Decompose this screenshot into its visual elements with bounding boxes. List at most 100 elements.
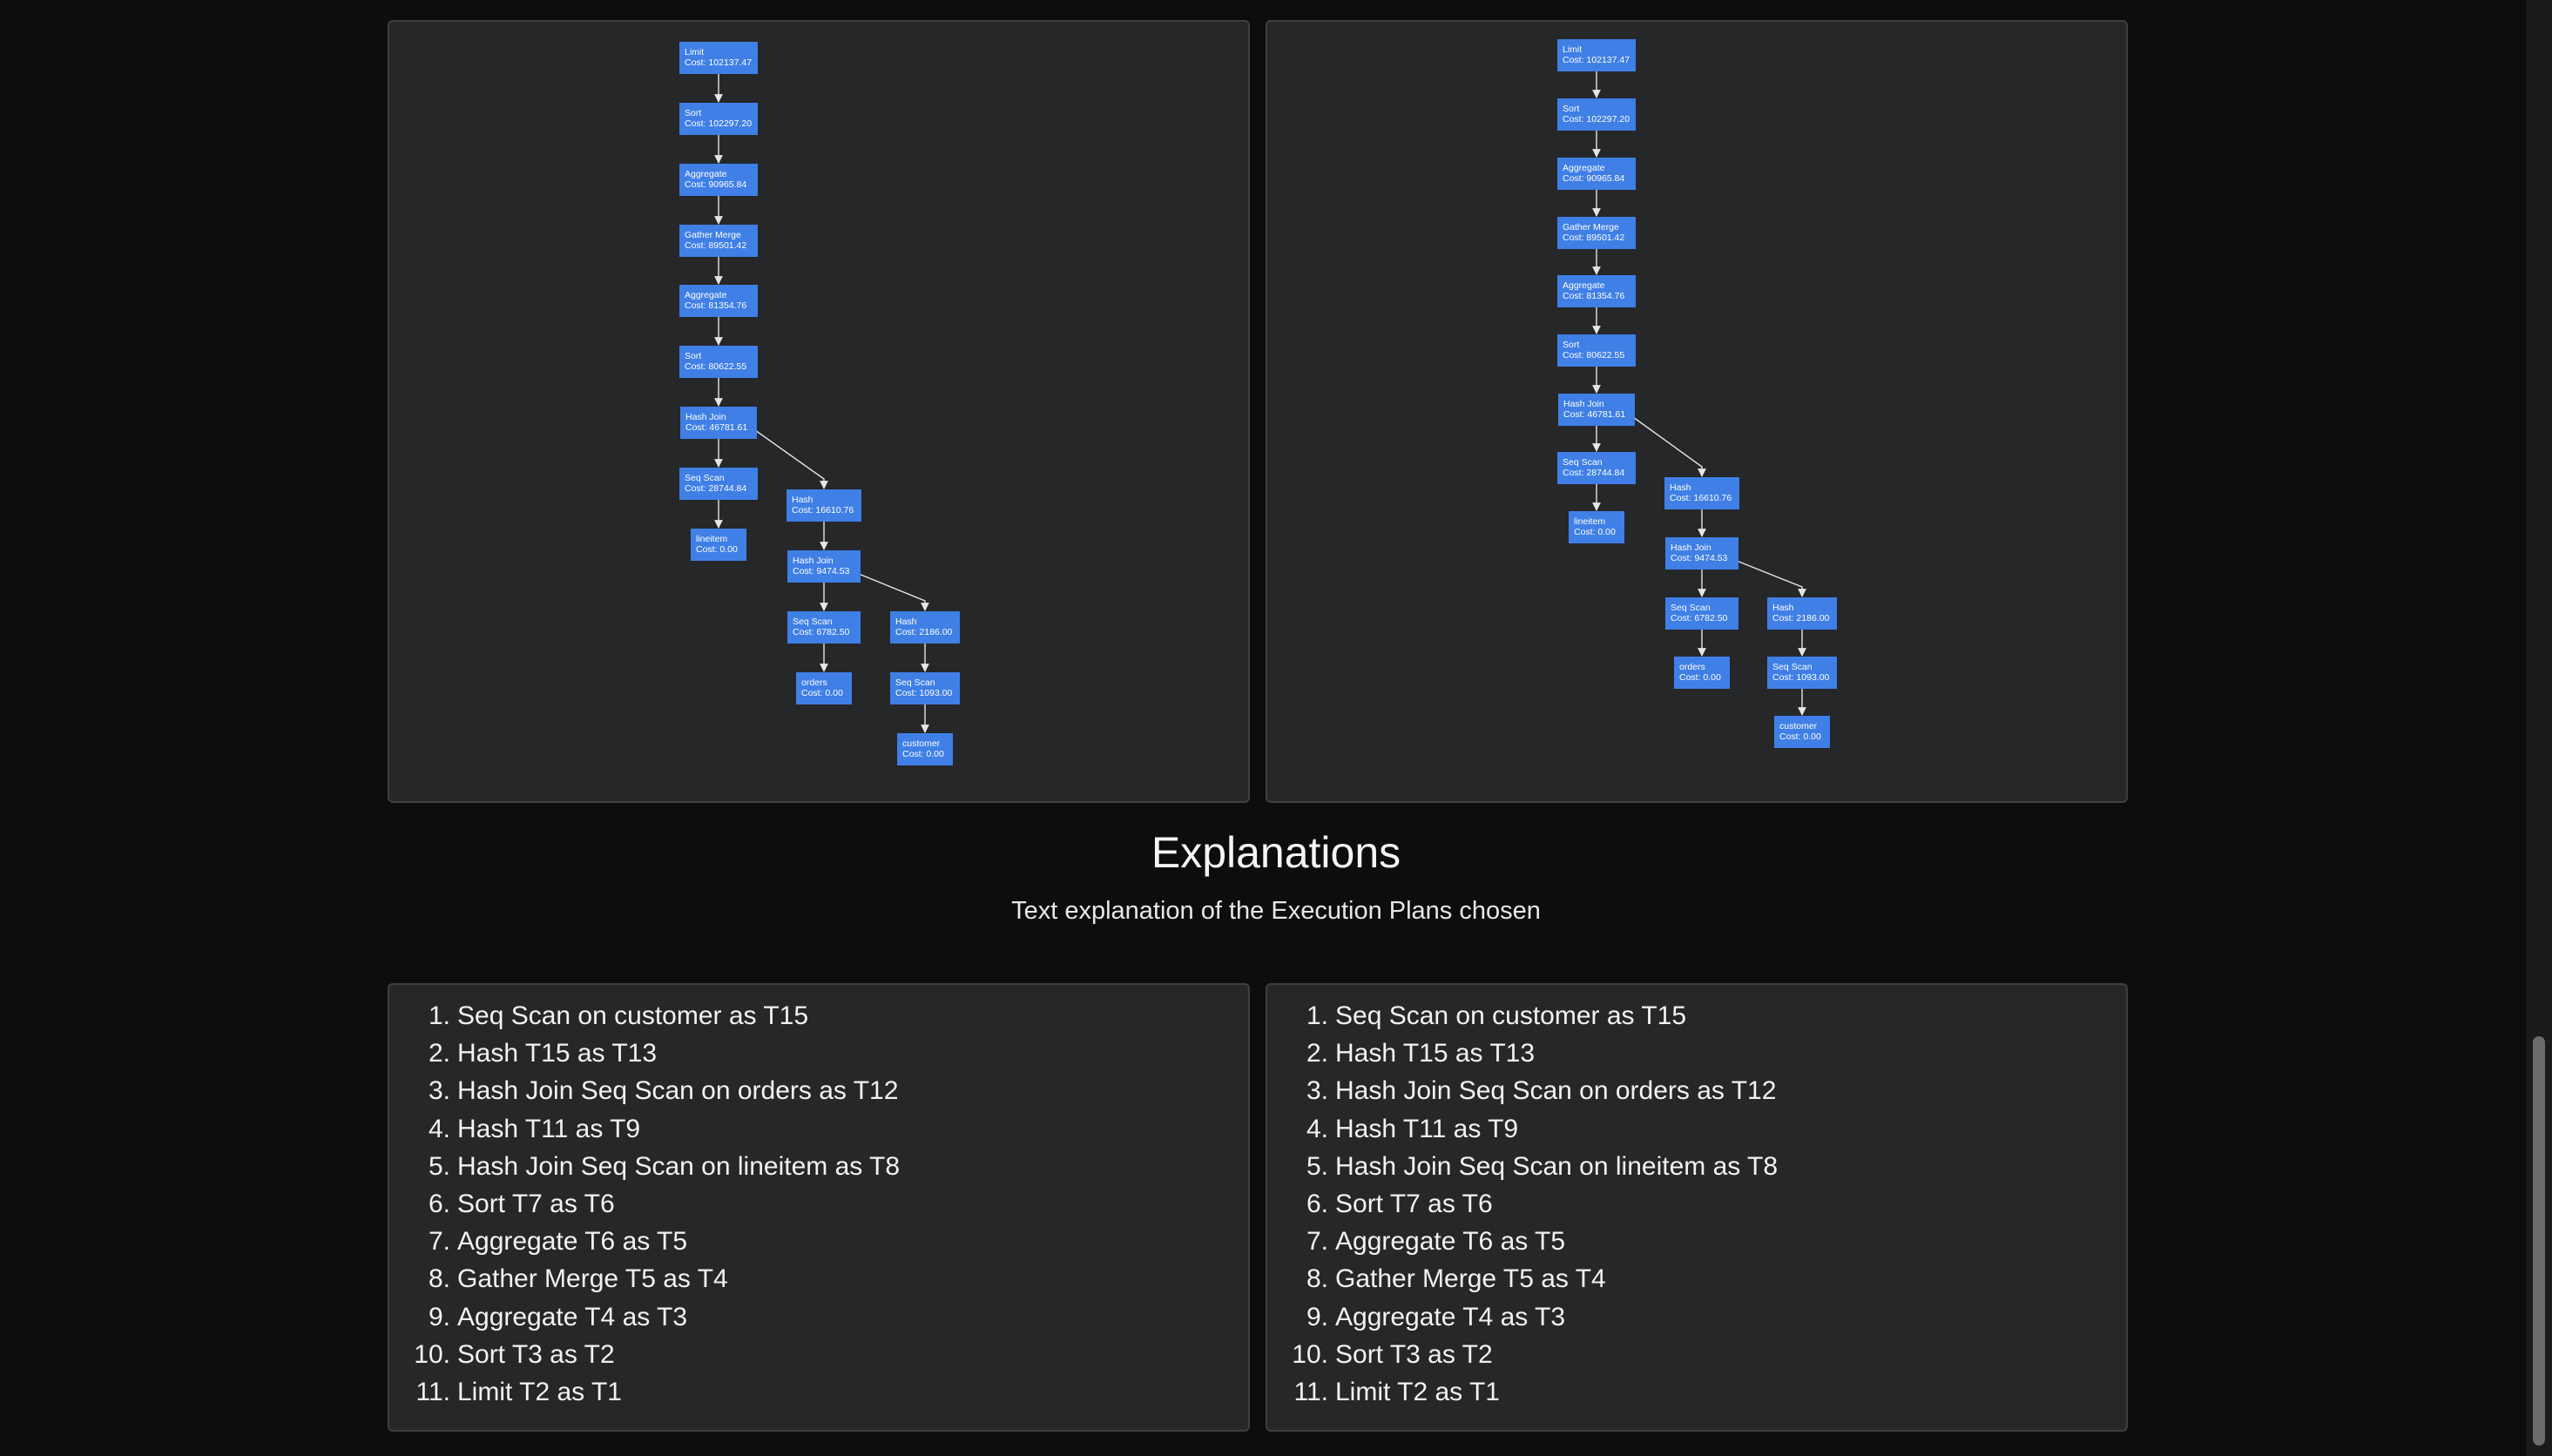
explanation-item-text: Gather Merge T5 as T4 (1335, 1264, 1606, 1294)
explanation-panel-right: 1. Seq Scan on customer as T15 2. Hash T15 … (1266, 983, 2128, 1432)
explanation-item-number: 8. (1306, 1264, 1328, 1294)
plan-node-box (679, 42, 758, 74)
explanation-item-text: Sort T7 as T6 (1335, 1190, 1493, 1219)
explanation-item-number: 2. (428, 1039, 450, 1068)
explanation-item: 10. Sort T3 as T2 (1285, 1336, 1778, 1373)
scrollbar-thumb[interactable] (2533, 1036, 2545, 1446)
explanation-item-text: Seq Scan on customer as T15 (1335, 1001, 1687, 1030)
plan-node-label: Seq Scan (1563, 457, 1603, 468)
plan-node-box (1674, 657, 1730, 689)
plan-node-cost: Cost: 9474.53 (793, 566, 850, 576)
scrollbar-track[interactable] (2526, 0, 2552, 1456)
plan-node-label: customer (1779, 721, 1818, 731)
explanation-item-number: 9. (428, 1302, 450, 1331)
plan-node-cost: Cost: 6782.50 (793, 627, 850, 637)
plan-node-cost: Cost: 0.00 (801, 688, 843, 698)
explanation-item-text: Hash T11 as T9 (457, 1114, 641, 1143)
plan-node-cost: Cost: 89501.42 (685, 240, 746, 251)
explanation-item-number: 9. (1306, 1302, 1328, 1331)
plan-node-box (691, 529, 746, 561)
plan-node-label: Hash Join (685, 412, 726, 422)
execution-plan-panel-left: Limit Cost: 102137.47 Sort Cost: 102297.20 A… (388, 20, 1250, 803)
plan-node-cost: Cost: 28744.84 (685, 483, 746, 494)
explanation-item-number: 4. (1306, 1114, 1328, 1143)
plan-node-label: Seq Scan (793, 617, 833, 627)
explanation-item: 9. Aggregate T4 as T3 (407, 1298, 900, 1336)
plan-node-label: lineitem (1574, 516, 1605, 527)
explanation-item-text: Aggregate T6 as T5 (457, 1227, 688, 1257)
plan-node-box (1665, 597, 1738, 630)
plan-node-cost: Cost: 28744.84 (1563, 468, 1624, 478)
explanation-item-number: 11. (415, 1378, 450, 1407)
plan-node-label: lineitem (696, 534, 727, 544)
explanation-item-number: 6. (1306, 1190, 1328, 1219)
explanation-list-right: 1. Seq Scan on customer as T15 2. Hash T15 … (1285, 997, 1778, 1411)
plan-node-cost: Cost: 2186.00 (1772, 613, 1830, 624)
plan-node-label: Aggregate (685, 169, 727, 179)
edge-hj1-hash1 (1632, 416, 1706, 477)
explanation-item: 6. Sort T7 as T6 (407, 1185, 900, 1223)
plan-node-cost: Cost: 102297.20 (685, 118, 752, 129)
plan-node-label: Aggregate (1563, 280, 1605, 291)
explanation-item-number: 7. (1306, 1227, 1328, 1257)
plan-node-label: Hash Join (793, 556, 834, 566)
plan-node-cost: Cost: 46781.61 (1563, 409, 1625, 420)
explanation-item: 8. Gather Merge T5 as T4 (1285, 1260, 1778, 1298)
plan-node-label: Hash Join (1671, 543, 1711, 553)
plan-node-box (1558, 394, 1635, 426)
plan-node-box (679, 468, 758, 500)
explanation-item: 9. Aggregate T4 as T3 (1285, 1298, 1778, 1336)
explanation-item: 3. Hash Join Seq Scan on orders as T12 (407, 1072, 900, 1109)
explanations-subtitle: Text explanation of the Execution Plans … (1011, 897, 1541, 925)
plan-node-cost: Cost: 0.00 (1574, 527, 1616, 537)
plan-node-label: Limit (685, 47, 704, 57)
plan-node-label: Sort (685, 108, 701, 118)
plan-node-box (1557, 158, 1636, 190)
explanation-item-number: 7. (428, 1227, 450, 1257)
explanation-item-number: 1. (1306, 1001, 1328, 1030)
plan-node-label: Limit (1563, 44, 1582, 55)
explanation-item-number: 11. (1293, 1378, 1328, 1407)
plan-node-label: Hash (895, 617, 917, 627)
explanation-item-text: Hash T15 as T13 (457, 1039, 658, 1068)
explanation-item-number: 10. (414, 1339, 450, 1369)
edge-hj2-hash2 (1736, 560, 1806, 597)
plan-node-label: Sort (1563, 104, 1579, 114)
explanation-item: 8. Gather Merge T5 as T4 (407, 1260, 900, 1298)
explanation-item-text: Limit T2 as T1 (1335, 1378, 1500, 1407)
edge-hj2-hash2 (858, 573, 929, 611)
